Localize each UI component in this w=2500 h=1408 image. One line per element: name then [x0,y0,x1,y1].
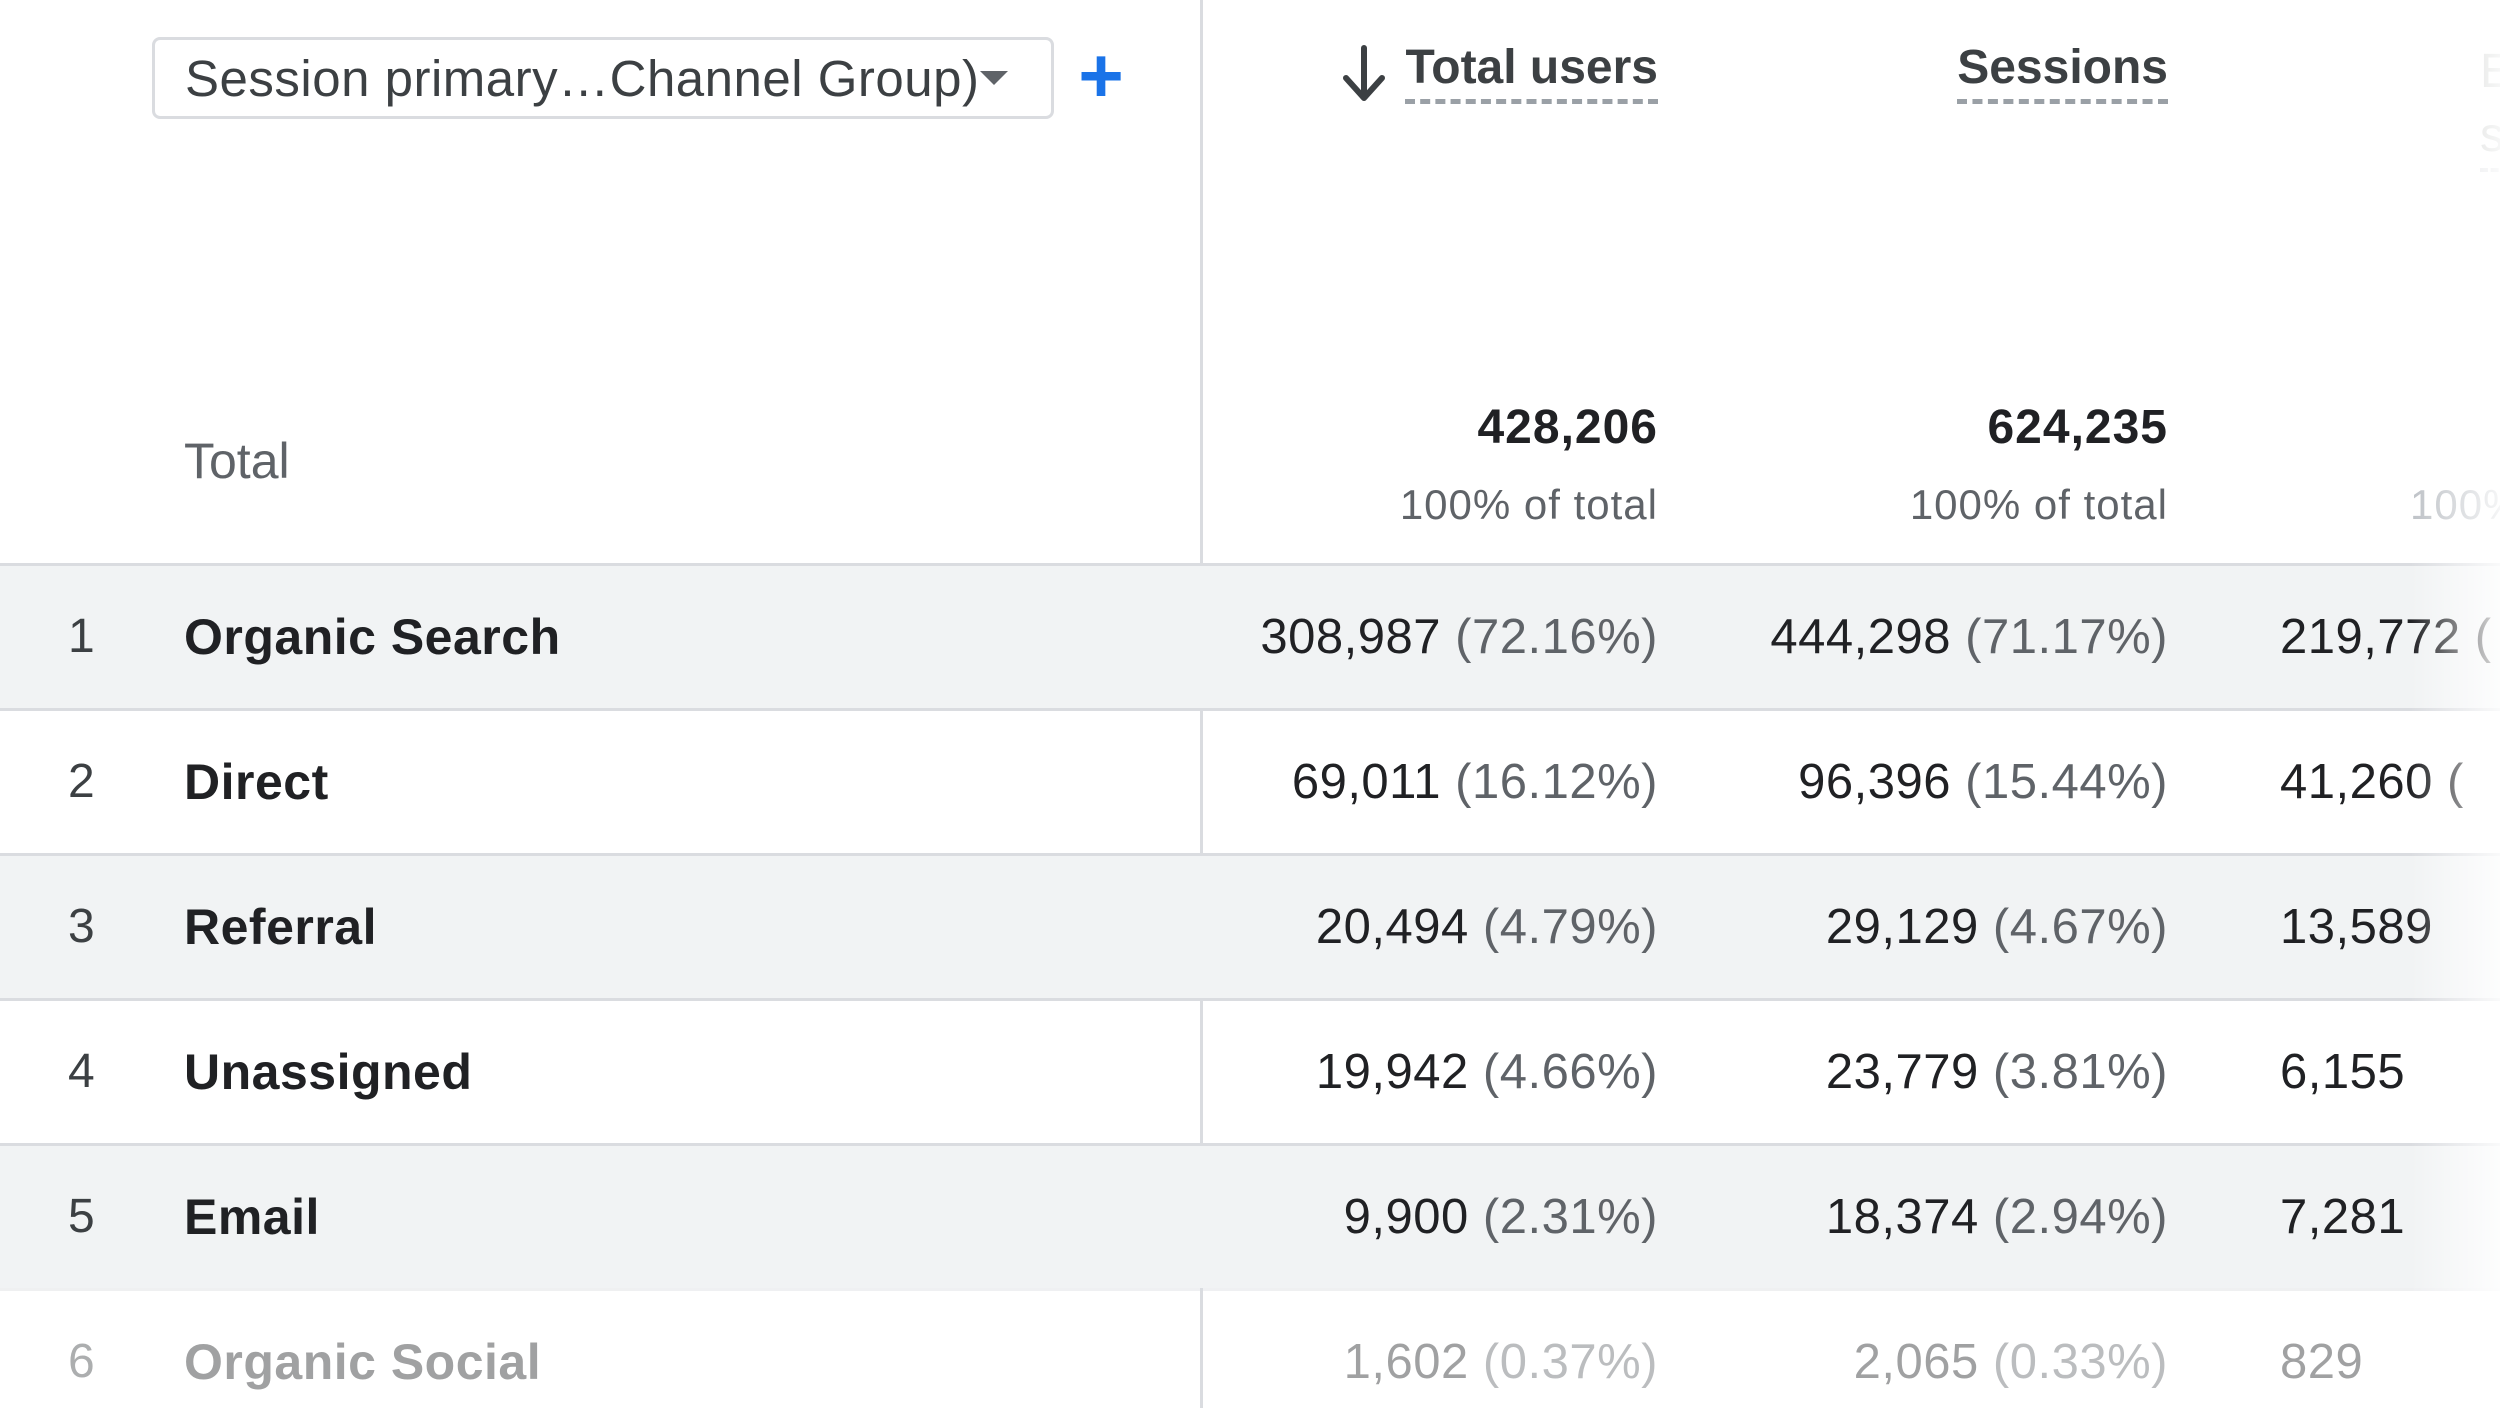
third-column-cell: 13,589 [2280,900,2433,954]
sessions-value: 444,298 [1770,610,1952,664]
arrow-down-icon[interactable] [1339,44,1389,104]
column-header-label: Total users [1405,40,1658,104]
sessions-cell: 23,779 (3.81%) [1700,1001,2168,1143]
sessions-value: 96,396 [1798,755,1952,809]
sessions-value: 29,129 [1825,900,1979,954]
users-percent: (4.66%) [1482,1045,1658,1099]
row-index: 4 [68,1045,95,1098]
channel-name[interactable]: Organic Search [184,609,561,665]
third-column-total: 100% [2410,400,2500,529]
third-column-cell: 6,155 [2280,1045,2406,1099]
total-share: 100% [2410,481,2500,528]
channel-name[interactable]: Organic Social [184,1334,542,1390]
channel-name[interactable]: Referral [184,899,377,955]
sessions-cell: 18,374 (2.94%) [1700,1146,2168,1288]
users-cell: 20,494 (4.79%) [1200,856,1658,998]
plus-icon: + [1078,31,1124,119]
third-column-cell: 41,260 ( [2280,755,2464,809]
column-header-label: Sessions [1957,40,2168,104]
users-value: 20,494 [1315,900,1469,954]
sessions-cell: 2,065 (0.33%) [1700,1291,2168,1408]
users-value: 9,900 [1343,1190,1469,1244]
total-share: 100% of total [1909,481,2168,528]
table-row[interactable]: 3 Referral 20,494 (4.79%) 29,129 (4.67%)… [0,853,2500,998]
users-cell: 1,602 (0.37%) [1200,1291,1658,1408]
row-index: 5 [68,1190,95,1243]
table-row[interactable]: 5 Email 9,900 (2.31%) 18,374 (2.94%) 7,2… [0,1143,2500,1288]
users-cell: 308,987 (72.16%) [1200,566,1658,708]
users-percent: (72.16%) [1455,610,1658,664]
channel-name[interactable]: Email [184,1189,320,1245]
caret-down-icon [979,71,1008,85]
total-value: 428,206 [1477,401,1658,454]
users-value: 1,602 [1343,1335,1469,1389]
users-cell: 19,942 (4.66%) [1200,1001,1658,1143]
sessions-value: 23,779 [1825,1045,1979,1099]
users-value: 19,942 [1315,1045,1469,1099]
users-percent: (2.31%) [1482,1190,1658,1244]
sessions-total: 624,235 100% of total [1800,400,2168,529]
sessions-percent: (0.33%) [1992,1335,2168,1389]
dimension-dropdown[interactable]: Session primary…Channel Group) [152,37,1054,119]
table-row[interactable]: 4 Unassigned 19,942 (4.66%) 23,779 (3.81… [0,998,2500,1143]
row-index: 2 [68,755,95,808]
sessions-percent: (2.94%) [1992,1190,2168,1244]
users-percent: (4.79%) [1482,900,1658,954]
users-cell: 69,011 (16.12%) [1200,711,1658,853]
users-value: 69,011 [1291,755,1442,809]
row-index: 6 [68,1335,95,1388]
column-header-sessions[interactable]: Sessions [1800,40,2168,120]
third-column-cell: 7,281 [2280,1190,2406,1244]
sessions-percent: (4.67%) [1992,900,2168,954]
sessions-value: 18,374 [1825,1190,1979,1244]
channel-name[interactable]: Direct [184,754,329,810]
total-value: 624,235 [1987,401,2168,454]
table-row[interactable]: 6 Organic Social 1,602 (0.37%) 2,065 (0.… [0,1288,2500,1408]
users-percent: (0.37%) [1482,1335,1658,1389]
dimension-dropdown-label: Session primary…Channel Group) [185,49,980,107]
sessions-cell: 444,298 (71.17%) [1700,566,2168,708]
channel-name[interactable]: Unassigned [184,1044,473,1100]
sessions-value: 2,065 [1853,1335,1979,1389]
sessions-cell: 29,129 (4.67%) [1700,856,2168,998]
users-cell: 9,900 (2.31%) [1200,1146,1658,1288]
sessions-percent: (3.81%) [1992,1045,2168,1099]
total-row-label: Total [184,433,290,489]
row-index: 1 [68,610,95,663]
sessions-percent: (71.17%) [1965,610,2168,664]
total-share: 100% of total [1399,481,1658,528]
sessions-cell: 96,396 (15.44%) [1700,711,2168,853]
users-value: 308,987 [1260,610,1442,664]
users-percent: (16.12%) [1455,755,1658,809]
table-row[interactable]: 1 Organic Search 308,987 (72.16%) 444,29… [0,563,2500,708]
row-index: 3 [68,900,95,953]
third-column-cell: 219,772 ( [2280,610,2492,664]
column-header-cut-off[interactable]: E s [2480,40,2500,180]
sessions-percent: (15.44%) [1965,755,2168,809]
column-header-total-users[interactable]: Total users [1300,40,1658,120]
table-row[interactable]: 2 Direct 69,011 (16.12%) 96,396 (15.44%)… [0,708,2500,853]
third-column-cell: 829 [2280,1335,2364,1389]
column-header-label: E s [2480,40,2500,172]
add-dimension-button[interactable]: + [1076,36,1126,114]
total-users-total: 428,206 100% of total [1300,400,1658,529]
